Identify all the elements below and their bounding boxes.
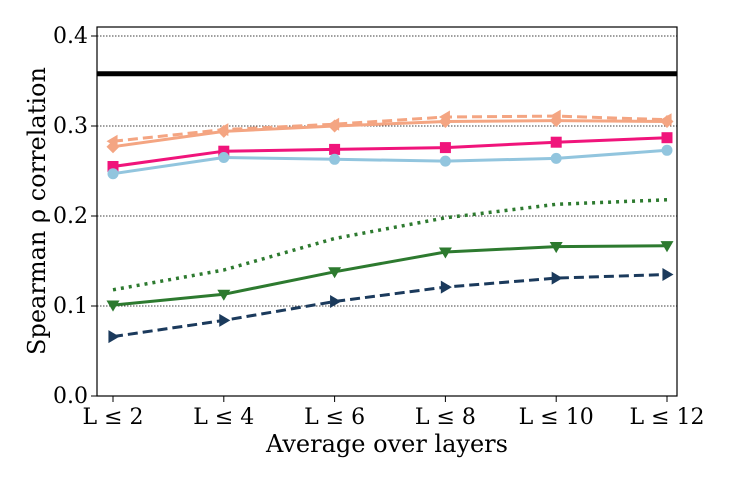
point-marker (217, 289, 231, 301)
series-line (112, 136, 668, 168)
point-marker (106, 134, 118, 148)
y-tick-label: 0.3 (53, 114, 88, 139)
x-tick-label: L ≤ 10 (519, 405, 594, 430)
series-line (112, 148, 668, 176)
series-green-triangle-down (106, 241, 674, 312)
y-axis-label: Spearman ρ correlation (23, 67, 51, 355)
series-orange-dashed-triangle-left (106, 109, 672, 148)
point-marker (438, 110, 450, 124)
x-axis-ticks: L ≤ 2 L ≤ 4 L ≤ 6 L ≤ 8 L ≤ 10 L ≤ 12 (82, 396, 705, 430)
point-marker (661, 144, 673, 156)
series-group (106, 109, 674, 344)
point-marker (438, 247, 452, 259)
series-line (112, 273, 668, 339)
series-navy-dashed-triangle-right (108, 268, 674, 344)
series-light-blue-circle (107, 144, 673, 180)
x-tick-label: L ≤ 12 (629, 405, 704, 430)
point-marker (662, 268, 674, 281)
point-marker (108, 330, 120, 344)
x-axis-label: Average over layers (265, 430, 508, 458)
point-marker (549, 109, 561, 123)
x-tick-label: L ≤ 8 (415, 405, 476, 430)
point-marker (328, 267, 342, 279)
point-marker (550, 136, 562, 148)
point-marker (439, 155, 451, 167)
series-line (112, 244, 668, 307)
point-marker (329, 153, 341, 165)
series-line (112, 114, 668, 143)
y-tick-label: 0.2 (53, 204, 88, 229)
gridlines (97, 35, 677, 307)
x-tick-label: L ≤ 2 (82, 405, 143, 430)
point-marker (217, 123, 229, 137)
y-tick-label: 0.0 (53, 384, 88, 409)
y-tick-label: 0.4 (53, 24, 88, 49)
series-green-dotted (112, 198, 668, 292)
point-marker (549, 242, 563, 254)
point-marker (218, 152, 230, 163)
point-marker (329, 143, 341, 155)
y-tick-label: 0.1 (53, 294, 88, 319)
point-marker (328, 117, 340, 131)
point-marker (330, 295, 342, 308)
point-marker (439, 142, 451, 154)
series-line (112, 119, 668, 149)
point-marker (661, 132, 673, 144)
point-marker (660, 113, 672, 127)
point-marker (218, 145, 230, 157)
point-marker (660, 241, 674, 253)
point-marker (551, 271, 563, 285)
series-line (112, 198, 668, 292)
plot-frame (96, 26, 678, 397)
point-marker (107, 161, 119, 172)
y-axis-ticks: 0.0 0.1 0.2 0.3 0.4 (53, 24, 97, 409)
point-marker (440, 280, 452, 294)
point-marker (550, 152, 562, 164)
series-pink-square (107, 132, 673, 172)
x-tick-label: L ≤ 6 (304, 405, 365, 430)
point-marker (107, 168, 119, 180)
point-marker (219, 313, 231, 327)
x-tick-label: L ≤ 4 (193, 405, 254, 430)
point-marker (106, 300, 120, 312)
